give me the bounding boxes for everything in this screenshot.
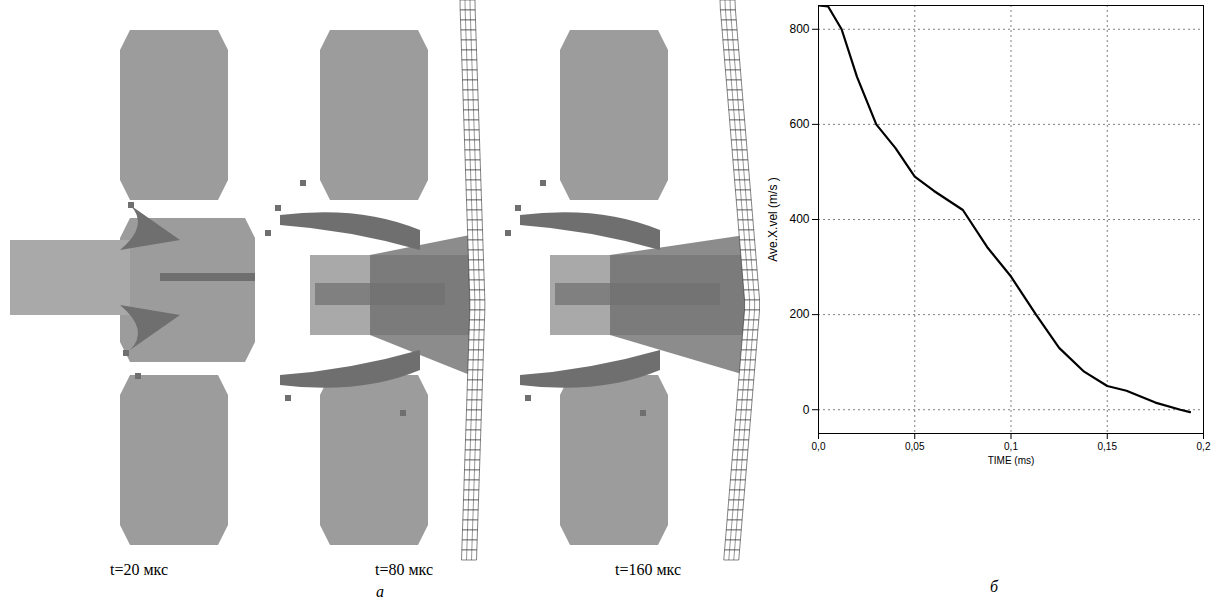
svg-text:а: а [376,583,384,600]
svg-text:Ave.X.vel (m/s ): Ave.X.vel (m/s ) [766,177,780,261]
svg-text:t=80 мкс: t=80 мкс [375,561,433,578]
svg-text:0,1: 0,1 [1004,441,1018,452]
svg-text:0,0: 0,0 [812,441,826,452]
svg-text:400: 400 [789,212,809,226]
svg-text:200: 200 [789,307,809,321]
svg-text:t=160 мкс: t=160 мкс [615,561,681,578]
svg-text:0,15: 0,15 [1098,441,1118,452]
svg-text:t=20 мкс: t=20 мкс [110,561,168,578]
html-text:б: б [990,578,998,595]
svg-text:0: 0 [803,403,810,417]
svg-text:TIME (ms): TIME (ms) [988,455,1035,466]
svg-text:600: 600 [789,117,809,131]
svg-text:800: 800 [789,22,809,36]
svg-text:0,2: 0,2 [1197,441,1211,452]
svg-text:0,05: 0,05 [905,441,925,452]
